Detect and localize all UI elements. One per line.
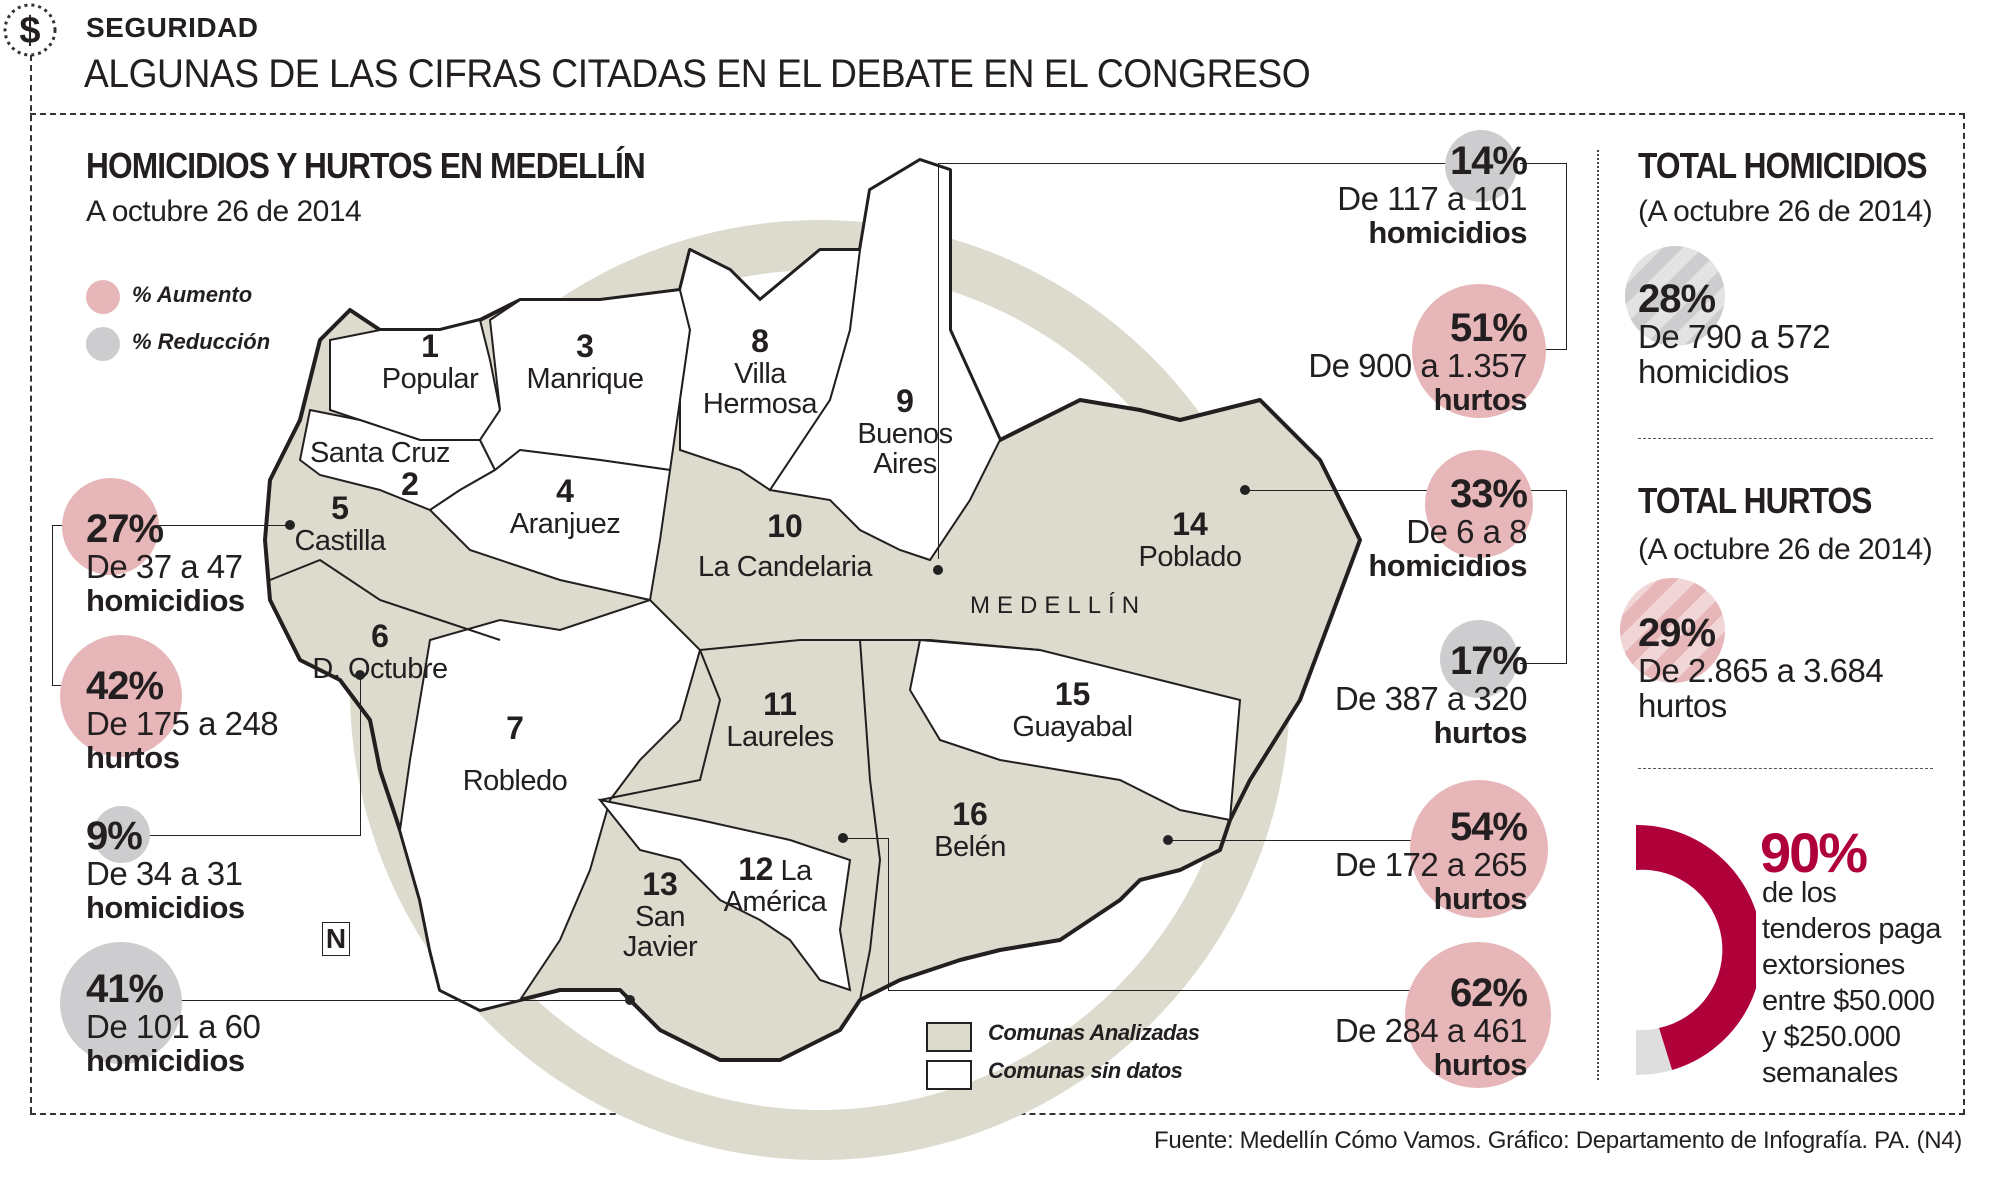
total-homicidios-title: TOTAL HOMICIDIOS bbox=[1638, 145, 1928, 186]
leader-candelaria bbox=[938, 163, 1031, 559]
comuna-label-2: Santa Cruz 2 bbox=[309, 437, 451, 503]
comuna-label-14: 14 Poblado bbox=[1138, 506, 1242, 573]
extorsion-line: extorsiones bbox=[1762, 949, 1905, 981]
totals-divider-1 bbox=[1638, 438, 1933, 439]
marker-candelaria bbox=[933, 565, 943, 575]
extorsion-line: y $250.000 bbox=[1762, 1021, 1901, 1053]
bubble-candelaria-homicidios bbox=[1445, 130, 1517, 202]
extorsion-line: de los bbox=[1762, 877, 1837, 909]
map-title: HOMICIDIOS Y HURTOS EN MEDELLÍN bbox=[86, 145, 646, 186]
comuna-label-15: 15 Guayabal bbox=[1012, 676, 1133, 743]
svg-text:$: $ bbox=[19, 10, 40, 52]
bubble-laureles-hurtos bbox=[1405, 942, 1551, 1088]
dollar-icon: $ bbox=[2, 2, 58, 58]
stat-belen-hurtos: 54% De 172 a 265 hurtos bbox=[1334, 805, 1528, 916]
leader-octubre bbox=[150, 675, 361, 836]
comuna-label-9: 9 Buenos Aires bbox=[857, 383, 953, 481]
stat-total-homicidios: 28% De 790 a 572 homicidios bbox=[1638, 277, 1831, 390]
leader-poblado bbox=[1245, 490, 1455, 491]
bubble-poblado-hurtos bbox=[1440, 620, 1518, 698]
total-homicidios-subtitle: (A octubre 26 de 2014) bbox=[1638, 195, 1933, 228]
source-credit: Fuente: Medellín Cómo Vamos. Gráfico: De… bbox=[1154, 1127, 1962, 1154]
bubble-total-hurtos bbox=[1620, 578, 1725, 683]
marker-laureles bbox=[838, 833, 848, 843]
legend-reduccion-label: % Reducción bbox=[132, 329, 271, 354]
leader-laureles bbox=[843, 838, 889, 991]
bubble-castilla-hurtos bbox=[60, 635, 182, 757]
extorsion-pct: 90% bbox=[1760, 821, 1868, 884]
north-indicator: N bbox=[322, 922, 350, 956]
comuna-label-7: 7 Robledo bbox=[462, 710, 568, 797]
legend-aumento-swatch bbox=[86, 280, 120, 314]
marker-poblado bbox=[1240, 485, 1250, 495]
extorsion-line: tenderos paga bbox=[1762, 913, 1941, 945]
extorsion-donut-chart bbox=[1636, 824, 1756, 1076]
extorsion-line: semanales bbox=[1762, 1057, 1898, 1089]
total-hurtos-title: TOTAL HURTOS bbox=[1638, 480, 1872, 521]
marker-octubre bbox=[355, 670, 365, 680]
stat-castilla-homicidios: 27% De 37 a 47 homicidios bbox=[86, 507, 245, 618]
leader-poblado-bracket bbox=[1520, 490, 1567, 664]
comuna-label-13: 13 San Javier bbox=[622, 866, 698, 964]
map-subtitle: A octubre 26 de 2014 bbox=[86, 195, 362, 228]
leader-candelaria-top bbox=[1030, 163, 1450, 164]
comuna-label-10: 10 La Candelaria bbox=[697, 508, 873, 583]
bubble-total-homicidios bbox=[1625, 246, 1725, 346]
legend-aumento-label: % Aumento bbox=[132, 282, 253, 307]
extorsion-text: de los tenderos paga extorsiones entre $… bbox=[1762, 875, 1941, 1091]
comuna-label-12: 12 La América bbox=[723, 851, 827, 918]
leader-laureles-bottom bbox=[888, 990, 1428, 991]
city-label: MEDELLÍN bbox=[970, 592, 1147, 619]
stat-sanjavier-homicidios: 41% De 101 a 60 homicidios bbox=[86, 967, 261, 1078]
legend-analizadas-label: Comunas Analizadas bbox=[988, 1020, 1200, 1045]
legend-reduccion-swatch bbox=[86, 327, 120, 361]
legend-analizadas-swatch bbox=[926, 1022, 972, 1052]
stat-candelaria-homicidios: 14% De 117 a 101 homicidios bbox=[1337, 139, 1528, 250]
comuna-label-8: 8 Villa Hermosa bbox=[702, 323, 818, 421]
leader-sanjavier bbox=[180, 1000, 630, 1001]
bubble-poblado-homicidios bbox=[1425, 450, 1533, 558]
frame-connector bbox=[30, 55, 32, 1113]
total-hurtos-subtitle: (A octubre 26 de 2014) bbox=[1638, 533, 1933, 566]
extorsion-line: entre $50.000 bbox=[1762, 985, 1935, 1017]
stat-octubre-homicidios: 9% De 34 a 31 homicidios bbox=[86, 814, 245, 925]
bubble-belen-hurtos bbox=[1410, 780, 1548, 918]
leader-belen bbox=[1168, 840, 1428, 841]
page-title: ALGUNAS DE LAS CIFRAS CITADAS EN EL DEBA… bbox=[84, 52, 1311, 96]
totals-divider-2 bbox=[1638, 768, 1933, 769]
bubble-candelaria-hurtos bbox=[1412, 284, 1546, 418]
marker-castilla bbox=[285, 520, 295, 530]
comuna-label-1: 1 Popular bbox=[381, 328, 479, 395]
stat-castilla-hurtos: 42% De 175 a 248 hurtos bbox=[86, 664, 279, 775]
stat-poblado-homicidios: 33% De 6 a 8 homicidios bbox=[1368, 472, 1528, 583]
stat-candelaria-hurtos: 51% De 900 a 1.357 hurtos bbox=[1308, 306, 1528, 417]
comuna-label-16: 16 Belén bbox=[934, 796, 1006, 863]
legend-sin-datos-label: Comunas sin datos bbox=[988, 1058, 1183, 1083]
panel-divider bbox=[1597, 150, 1599, 1080]
bubble-castilla-homicidios bbox=[62, 478, 159, 575]
comuna-label-11: 11 Laureles bbox=[726, 686, 834, 753]
comuna-label-3: 3 Manrique bbox=[526, 328, 644, 395]
marker-sanjavier bbox=[625, 995, 635, 1005]
marker-belen bbox=[1163, 835, 1173, 845]
leader-castilla bbox=[52, 525, 293, 686]
comuna-label-6: 6 D. Octubre bbox=[312, 618, 448, 685]
stat-laureles-hurtos: 62% De 284 a 461 hurtos bbox=[1334, 971, 1528, 1082]
stat-poblado-hurtos: 17% De 387 a 320 hurtos bbox=[1334, 639, 1528, 750]
stat-total-hurtos: 29% De 2.865 a 3.684 hurtos bbox=[1638, 611, 1884, 724]
bubble-sanjavier-homicidios bbox=[60, 942, 182, 1064]
comuna-label-4: 4 Aranjuez bbox=[509, 473, 621, 540]
section-label: SEGURIDAD bbox=[86, 12, 259, 43]
legend-sin-datos-swatch bbox=[926, 1060, 972, 1090]
bubble-octubre-homicidios bbox=[93, 806, 150, 863]
comuna-label-5: 5 Castilla bbox=[294, 490, 386, 557]
